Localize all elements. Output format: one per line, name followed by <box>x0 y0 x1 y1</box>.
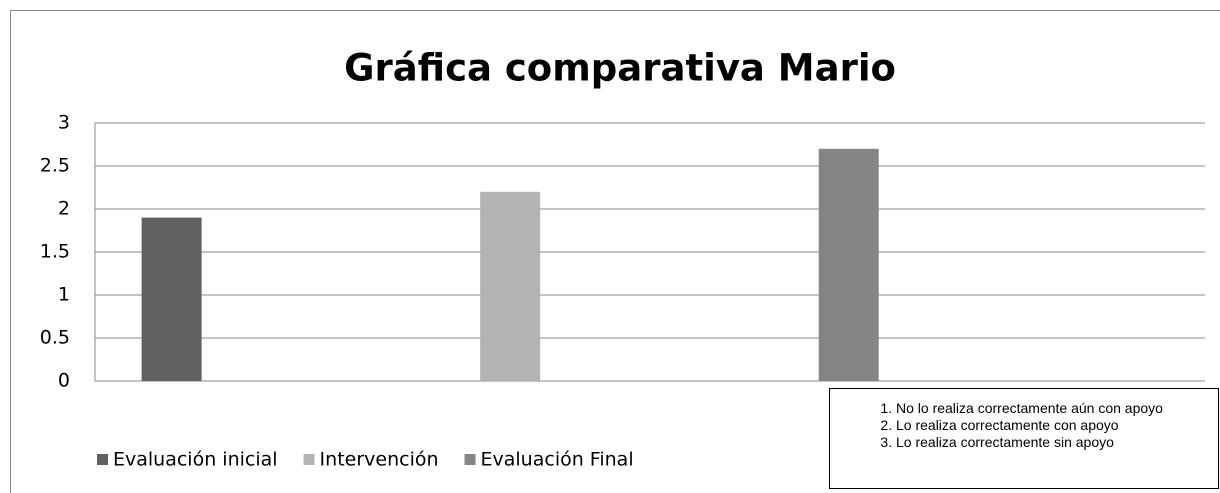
note-box: No lo realiza correctamente aún con apoy… <box>829 388 1219 489</box>
note-item: Lo realiza correctamente sin apoyo <box>896 435 1210 450</box>
legend-label: Evaluación inicial <box>113 449 278 471</box>
chart-title: Gráfica comparativa Mario <box>344 47 896 90</box>
chart-frame <box>10 10 1220 493</box>
y-tick-label: 2.5 <box>40 155 70 177</box>
bar <box>480 191 541 381</box>
y-tick-label: 2 <box>58 198 70 220</box>
legend-swatch <box>464 454 476 465</box>
note-item: Lo realiza correctamente con apoyo <box>896 418 1210 433</box>
legend-label: Evaluación Final <box>481 449 634 471</box>
note-item: No lo realiza correctamente aún con apoy… <box>896 401 1210 416</box>
bar <box>141 217 202 381</box>
legend-label: Intervención <box>320 449 439 471</box>
bar <box>818 148 879 381</box>
legend-swatch <box>97 454 108 465</box>
y-tick-label: 1 <box>58 284 70 306</box>
y-tick-label: 0 <box>58 370 70 392</box>
y-tick-label: 0.5 <box>40 327 70 349</box>
note-list: No lo realiza correctamente aún con apoy… <box>830 401 1210 450</box>
y-tick-label: 1.5 <box>40 241 70 263</box>
y-tick-label: 3 <box>58 112 70 134</box>
legend-swatch <box>303 454 315 465</box>
